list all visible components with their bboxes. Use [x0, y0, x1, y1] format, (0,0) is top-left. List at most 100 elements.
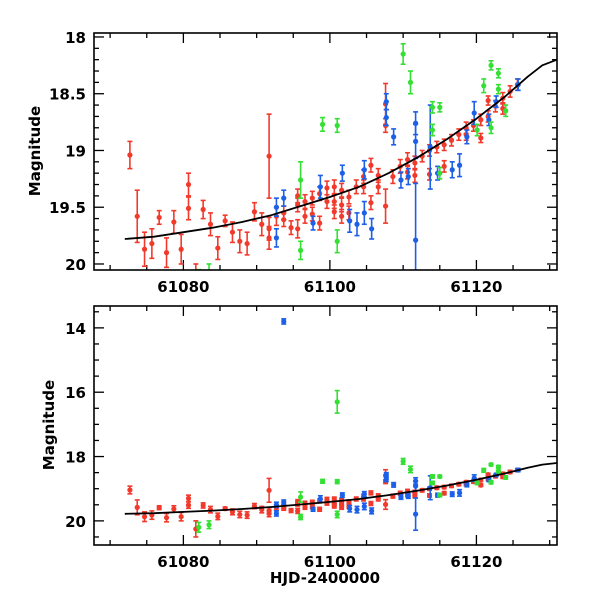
marker — [339, 213, 345, 219]
marker — [495, 70, 501, 76]
marker — [171, 219, 177, 225]
marker — [413, 138, 419, 144]
plot-frame — [93, 305, 558, 546]
marker — [503, 474, 509, 481]
green-data-point — [495, 468, 501, 474]
green-data-point — [334, 229, 340, 254]
blue-data-point — [405, 167, 411, 186]
marker — [266, 487, 272, 493]
marker — [368, 490, 374, 496]
marker — [295, 193, 301, 199]
marker — [134, 213, 140, 219]
blue-data-point — [347, 504, 353, 513]
marker — [441, 163, 447, 169]
green-data-point — [206, 520, 212, 530]
blue-data-point — [383, 476, 389, 483]
red-data-point — [302, 208, 308, 224]
marker — [281, 195, 287, 201]
red-data-point — [141, 511, 148, 523]
data-layer — [124, 318, 557, 538]
green-data-point — [429, 480, 436, 486]
marker — [405, 493, 411, 499]
red-data-point — [368, 195, 374, 211]
y-tick-label: 20 — [65, 256, 86, 274]
red-data-point — [288, 507, 294, 514]
red-data-point — [149, 227, 155, 260]
red-data-point — [193, 263, 199, 270]
red-data-point — [339, 504, 345, 511]
blue-data-point — [398, 171, 404, 189]
red-data-point — [185, 501, 192, 510]
marker — [398, 177, 404, 183]
red-data-point — [178, 511, 184, 522]
marker — [361, 503, 367, 509]
marker — [495, 86, 501, 92]
blue-data-point — [464, 129, 470, 145]
marker — [310, 220, 316, 226]
marker — [334, 122, 340, 129]
red-data-point — [302, 193, 308, 210]
marker — [400, 51, 406, 57]
marker — [215, 513, 221, 519]
red-data-point — [163, 512, 170, 523]
marker — [196, 524, 202, 530]
plot-frame — [93, 32, 558, 271]
marker — [297, 494, 304, 500]
marker — [266, 235, 272, 241]
marker — [400, 458, 406, 464]
marker — [281, 499, 287, 505]
red-data-point — [339, 208, 345, 224]
marker — [474, 480, 480, 486]
marker — [437, 473, 443, 480]
blue-data-point — [361, 159, 367, 180]
marker — [302, 213, 308, 219]
marker — [281, 318, 287, 325]
red-data-point — [295, 507, 301, 515]
red-data-point — [302, 504, 308, 511]
blue-data-point — [310, 506, 316, 513]
marker — [383, 472, 389, 478]
green-data-point — [437, 492, 443, 498]
marker — [339, 202, 345, 208]
marker — [503, 108, 509, 114]
marker — [178, 514, 184, 520]
blue-data-point — [464, 482, 470, 488]
marker — [368, 162, 374, 168]
marker — [319, 121, 326, 127]
marker — [331, 209, 337, 215]
marker — [266, 153, 272, 159]
marker — [297, 514, 304, 520]
marker — [429, 473, 436, 480]
blue-data-point — [281, 499, 287, 506]
marker — [156, 505, 162, 511]
red-data-point — [360, 179, 367, 195]
marker — [156, 214, 162, 221]
marker — [331, 198, 337, 205]
marker — [222, 218, 228, 224]
marker — [495, 468, 501, 474]
red-data-point — [127, 140, 133, 170]
blue-data-point — [486, 113, 492, 127]
y-tick-label: 14 — [65, 320, 86, 338]
green-data-point — [474, 480, 480, 486]
marker — [302, 504, 308, 510]
marker — [464, 134, 470, 140]
marker — [127, 152, 133, 158]
blue-data-point — [361, 490, 367, 498]
green-data-point — [297, 491, 304, 504]
blue-data-point — [354, 505, 360, 514]
marker — [382, 501, 389, 508]
marker — [295, 508, 301, 514]
red-data-point — [207, 505, 214, 514]
marker — [334, 479, 340, 485]
marker — [281, 505, 287, 511]
red-data-point — [222, 214, 228, 228]
marker — [346, 194, 352, 200]
blue-data-point — [413, 123, 419, 160]
blue-data-point — [369, 507, 375, 515]
marker — [334, 238, 340, 244]
red-data-point — [185, 196, 192, 221]
red-data-point — [200, 199, 206, 220]
data-layer — [124, 42, 557, 270]
